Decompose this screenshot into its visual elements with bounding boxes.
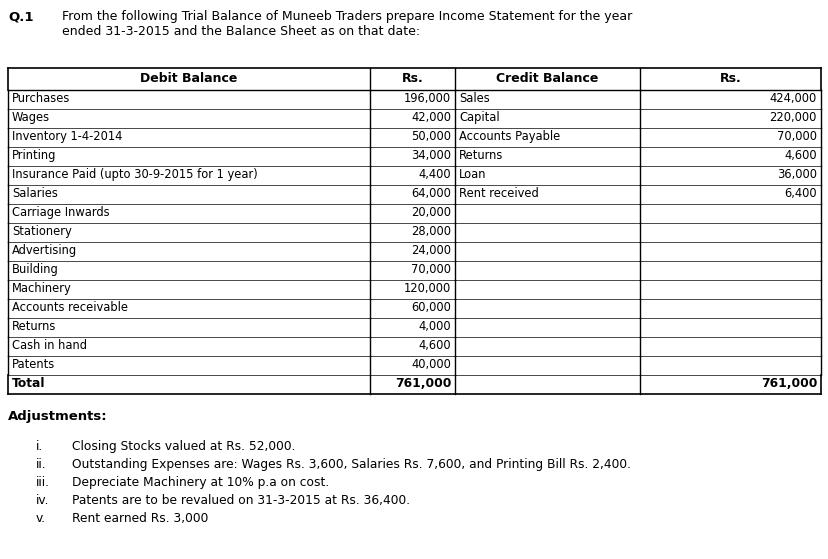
Text: 60,000: 60,000 (411, 301, 450, 314)
Text: 28,000: 28,000 (411, 225, 450, 238)
Text: Depreciate Machinery at 10% p.a on cost.: Depreciate Machinery at 10% p.a on cost. (72, 476, 329, 489)
Text: Wages: Wages (12, 111, 50, 124)
Text: 50,000: 50,000 (411, 130, 450, 143)
Text: 34,000: 34,000 (411, 149, 450, 162)
Text: Rent earned Rs. 3,000: Rent earned Rs. 3,000 (72, 512, 208, 525)
Text: Building: Building (12, 263, 59, 276)
Text: From the following Trial Balance of Muneeb Traders prepare Income Statement for : From the following Trial Balance of Mune… (62, 10, 632, 38)
Text: 64,000: 64,000 (411, 187, 450, 200)
Text: iv.: iv. (36, 494, 50, 507)
Text: ii.: ii. (36, 458, 46, 471)
Text: Rs.: Rs. (719, 73, 740, 86)
Text: v.: v. (36, 512, 46, 525)
Text: iii.: iii. (36, 476, 50, 489)
Text: Salaries: Salaries (12, 187, 58, 200)
Text: Accounts receivable: Accounts receivable (12, 301, 128, 314)
Text: Stationery: Stationery (12, 225, 72, 238)
Text: Cash in hand: Cash in hand (12, 339, 87, 352)
Text: 424,000: 424,000 (769, 92, 816, 105)
Text: 4,600: 4,600 (418, 339, 450, 352)
Text: 40,000: 40,000 (411, 358, 450, 371)
Text: Capital: Capital (459, 111, 499, 124)
Text: Advertising: Advertising (12, 244, 77, 257)
Text: 4,600: 4,600 (783, 149, 816, 162)
Text: 4,400: 4,400 (418, 168, 450, 181)
Text: Insurance Paid (upto 30-9-2015 for 1 year): Insurance Paid (upto 30-9-2015 for 1 yea… (12, 168, 258, 181)
Text: 761,000: 761,000 (760, 377, 816, 390)
Text: Printing: Printing (12, 149, 56, 162)
Text: Outstanding Expenses are: Wages Rs. 3,600, Salaries Rs. 7,600, and Printing Bill: Outstanding Expenses are: Wages Rs. 3,60… (72, 458, 630, 471)
Text: Returns: Returns (459, 149, 503, 162)
Text: Credit Balance: Credit Balance (496, 73, 598, 86)
Text: Adjustments:: Adjustments: (8, 410, 108, 423)
Text: Carriage Inwards: Carriage Inwards (12, 206, 109, 219)
Text: Purchases: Purchases (12, 92, 70, 105)
Text: Rs.: Rs. (401, 73, 423, 86)
Text: Machinery: Machinery (12, 282, 72, 295)
Text: Sales: Sales (459, 92, 489, 105)
Text: 761,000: 761,000 (394, 377, 450, 390)
Text: 120,000: 120,000 (403, 282, 450, 295)
Text: Debit Balance: Debit Balance (140, 73, 238, 86)
Text: Accounts Payable: Accounts Payable (459, 130, 560, 143)
Text: i.: i. (36, 440, 43, 453)
Text: 4,000: 4,000 (418, 320, 450, 333)
Text: 24,000: 24,000 (411, 244, 450, 257)
Text: Returns: Returns (12, 320, 56, 333)
Text: Loan: Loan (459, 168, 486, 181)
Text: Q.1: Q.1 (8, 10, 33, 23)
Text: 36,000: 36,000 (776, 168, 816, 181)
Text: 70,000: 70,000 (776, 130, 816, 143)
Text: Rent received: Rent received (459, 187, 538, 200)
Text: 196,000: 196,000 (403, 92, 450, 105)
Text: 42,000: 42,000 (411, 111, 450, 124)
Text: 220,000: 220,000 (768, 111, 816, 124)
Text: Total: Total (12, 377, 46, 390)
Text: Patents: Patents (12, 358, 55, 371)
Text: Patents are to be revalued on 31-3-2015 at Rs. 36,400.: Patents are to be revalued on 31-3-2015 … (72, 494, 410, 507)
Text: Closing Stocks valued at Rs. 52,000.: Closing Stocks valued at Rs. 52,000. (72, 440, 295, 453)
Text: 6,400: 6,400 (783, 187, 816, 200)
Text: Inventory 1-4-2014: Inventory 1-4-2014 (12, 130, 123, 143)
Text: 20,000: 20,000 (411, 206, 450, 219)
Text: 70,000: 70,000 (411, 263, 450, 276)
